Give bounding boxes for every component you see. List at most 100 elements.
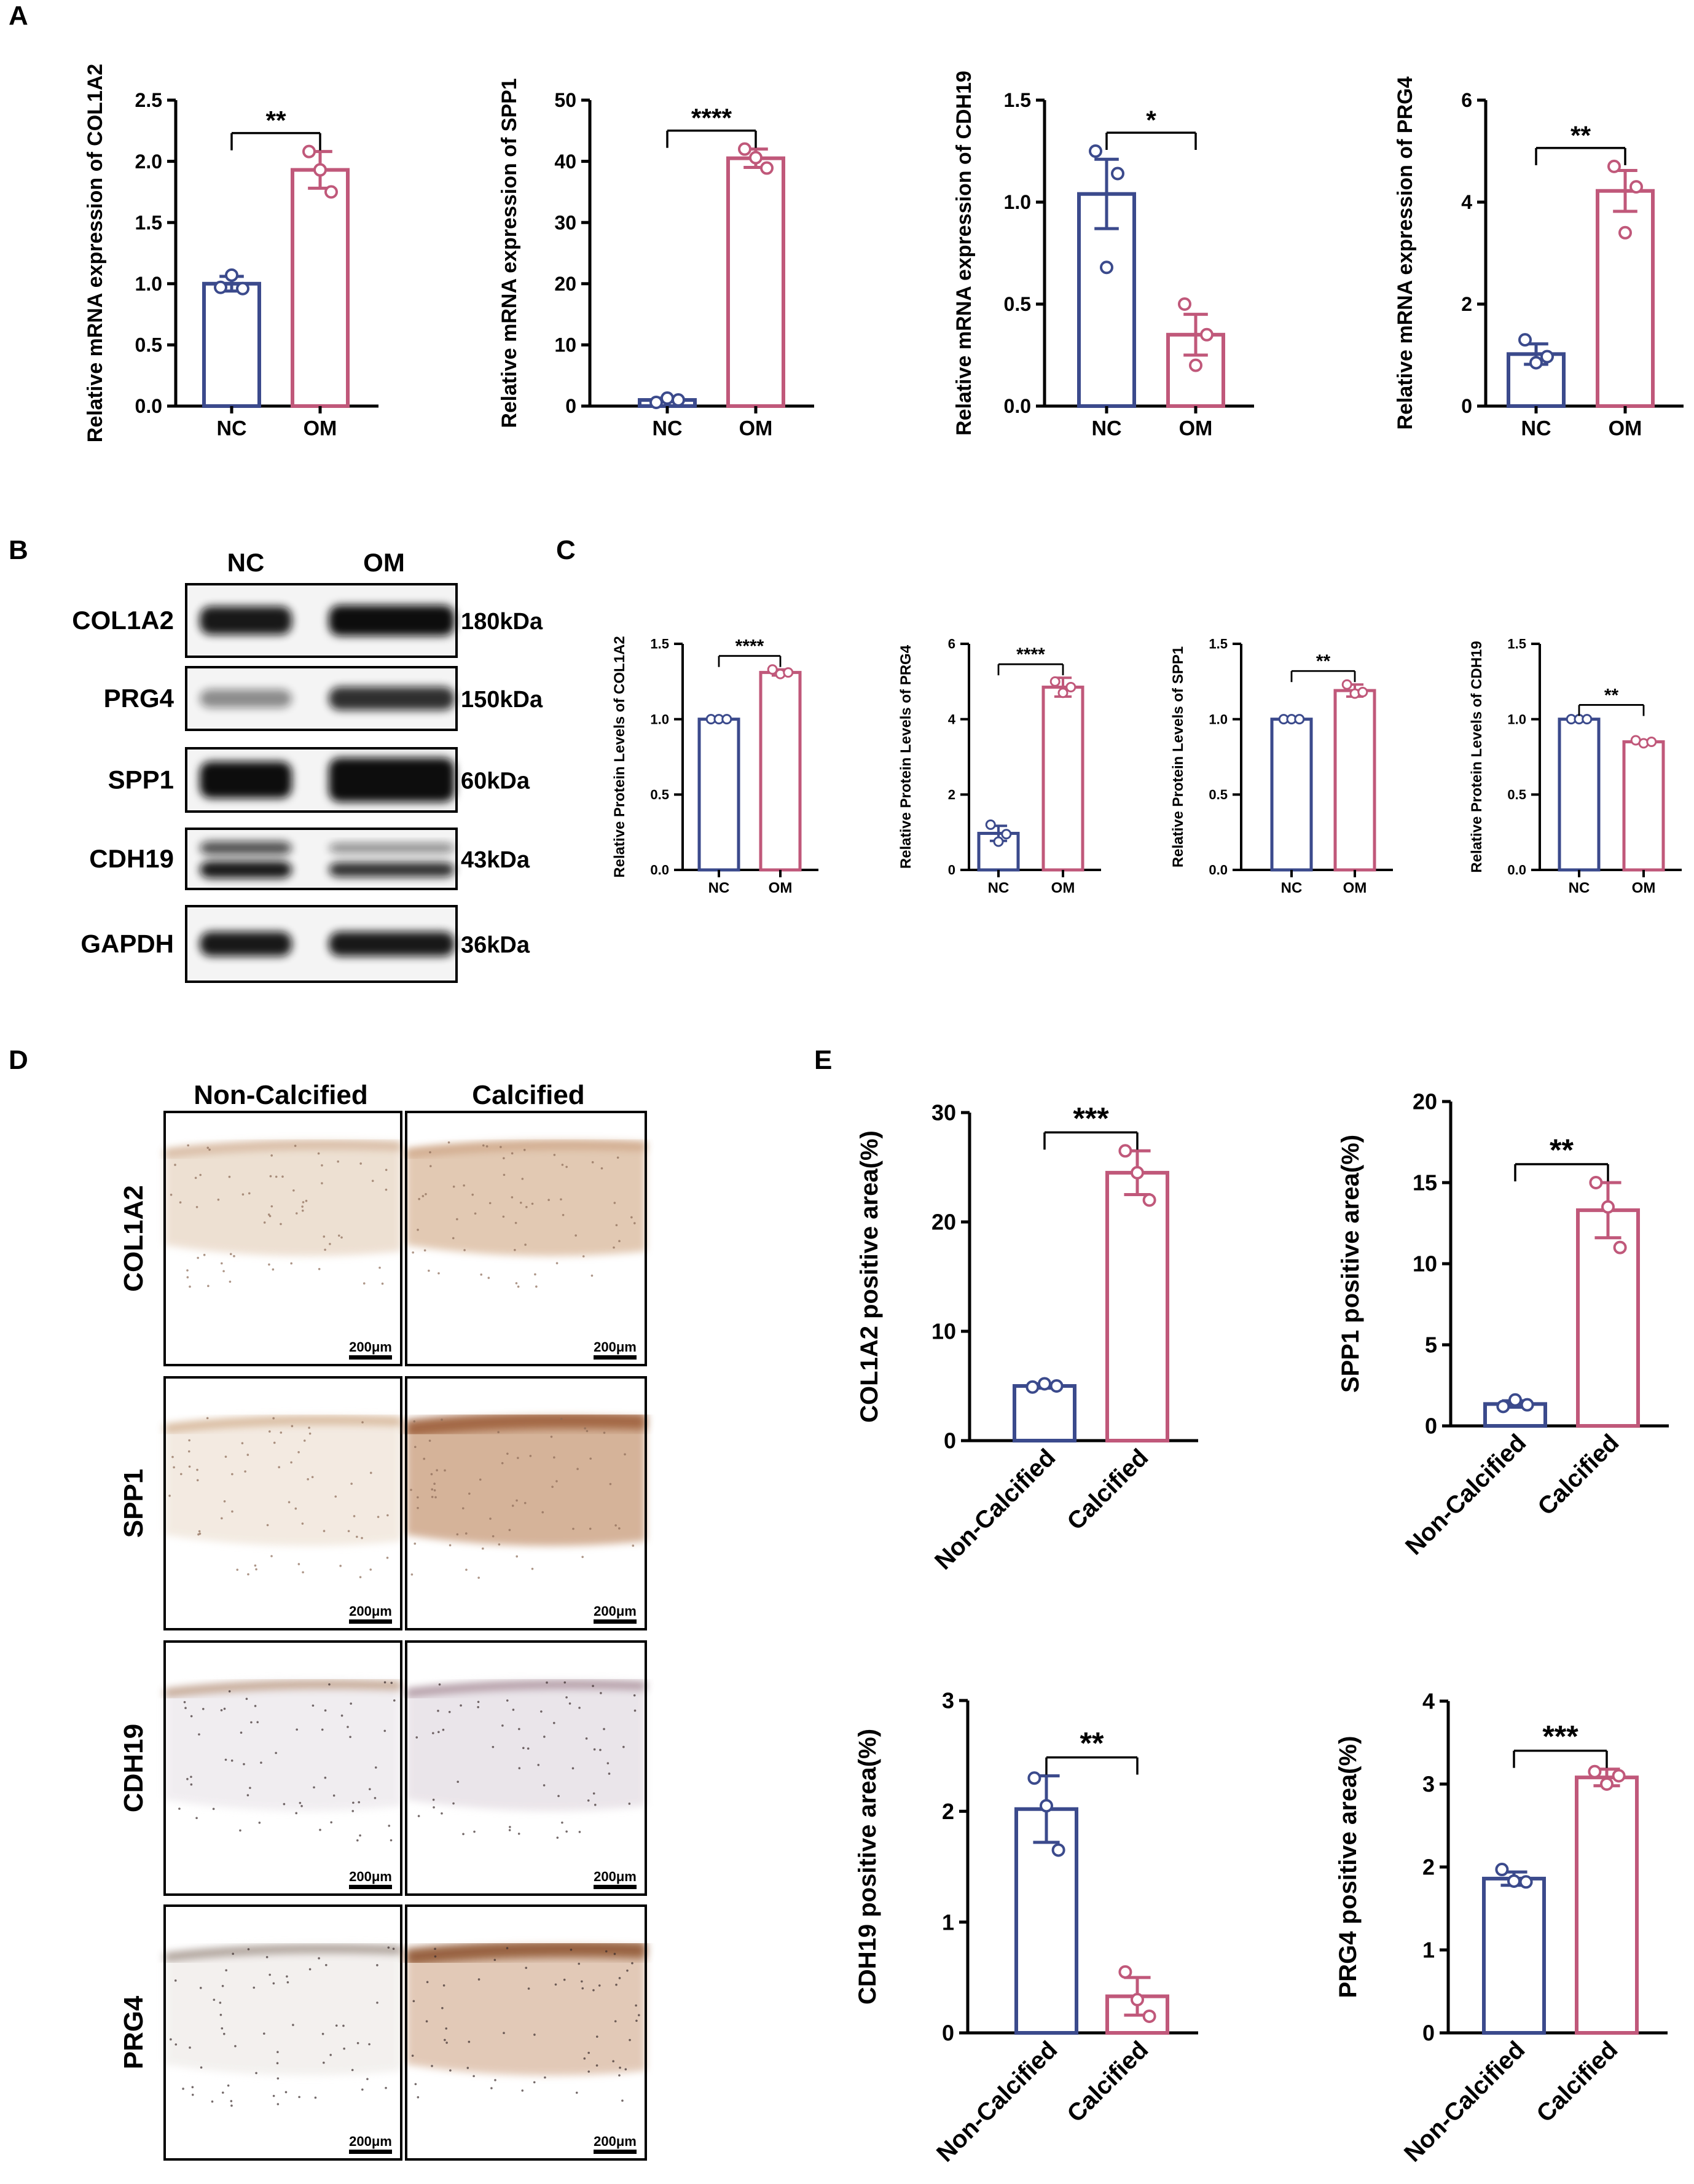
blot-band (200, 931, 292, 957)
ihc-nucleus (299, 1802, 302, 1804)
ihc-nucleus (173, 1466, 175, 1469)
ihc-nucleus (222, 1270, 225, 1272)
ihc-nucleus (196, 1468, 198, 1471)
ihc-nucleus (385, 1168, 388, 1172)
ihc-nucleus (581, 1980, 583, 1983)
ihc-nucleus (415, 1736, 418, 1739)
ihc-nucleus (228, 1175, 231, 1178)
ihc-nucleus (574, 1234, 577, 1237)
ihc-nucleus (589, 1527, 592, 1530)
blot-band (329, 931, 455, 957)
scale-bar (349, 1619, 392, 1624)
ihc-nucleus (231, 1510, 233, 1513)
ihc-nucleus (300, 1805, 303, 1807)
ihc-nucleus (531, 1202, 534, 1205)
ihc-nucleus (618, 1977, 621, 1979)
wb-size-label: 36kDa (461, 933, 530, 958)
y-tick-label: 0 (1425, 1414, 1437, 1439)
ihc-nucleus (383, 1729, 386, 1732)
y-tick-label: 1.0 (1004, 191, 1031, 213)
bar-control (1482, 1876, 1546, 2035)
ihc-nucleus (632, 1544, 635, 1547)
ihc-nucleus (553, 1154, 556, 1156)
data-point (1111, 166, 1124, 181)
ihc-nucleus (445, 2041, 448, 2044)
ihc-nucleus (638, 2014, 640, 2016)
y-tick-label: 0.5 (1507, 787, 1526, 802)
ihc-nucleus (369, 1788, 371, 1791)
ihc-nucleus (174, 2043, 178, 2046)
data-point (1618, 225, 1632, 240)
y-tick-label: 1 (942, 1909, 954, 1935)
ihc-nucleus (552, 1721, 555, 1724)
ihc-nucleus (356, 1535, 358, 1538)
ihc-nucleus (195, 1205, 198, 1208)
ihc-nucleus (200, 2066, 203, 2069)
category-label: OM (769, 880, 793, 896)
y-tick-label: 2 (942, 1799, 954, 1824)
y-tick-label: 0.5 (1209, 787, 1228, 802)
y-axis-title: COL1A2 positive area(%) (856, 1130, 883, 1423)
ihc-nucleus (203, 1253, 206, 1256)
ihc-nucleus (621, 2099, 624, 2102)
data-point (1600, 1777, 1614, 1791)
ihc-nucleus (517, 1457, 519, 1459)
ihc-nucleus (347, 1726, 349, 1728)
data-point (1065, 682, 1076, 693)
y-tick-label: 0 (1422, 2021, 1435, 2046)
ihc-nucleus (412, 1251, 414, 1254)
ihc-nucleus (219, 2002, 222, 2004)
data-point (214, 280, 227, 294)
ihc-nucleus (628, 1802, 631, 1805)
ihc-nucleus (565, 1696, 568, 1699)
ihc-nucleus (442, 1728, 445, 1731)
y-tick-label: 4 (1461, 191, 1472, 213)
ihc-nucleus (511, 1196, 514, 1199)
ihc-nucleus (537, 1764, 540, 1766)
ihc-nucleus (428, 1269, 430, 1272)
ihc-nucleus (188, 1439, 190, 1442)
ihc-nucleus (487, 1277, 490, 1279)
significance-stars: ** (1550, 1133, 1574, 1167)
ihc-nucleus (503, 1173, 506, 1176)
ihc-nucleus (374, 1796, 377, 1799)
y-tick-label: 15 (1413, 1170, 1437, 1196)
ihc-nucleus (613, 1202, 616, 1204)
data-point (1131, 1992, 1144, 2006)
ihc-nucleus (269, 1175, 272, 1178)
ihc-nucleus (555, 1480, 558, 1482)
ihc-nucleus (358, 1801, 361, 1804)
wb-column-nc: NC (227, 548, 265, 577)
ihc-nucleus (255, 2072, 257, 2075)
y-tick-label: 0 (948, 863, 955, 878)
y-tick-label: 0 (1461, 395, 1472, 417)
ihc-nucleus (509, 1826, 511, 1828)
ihc-nucleus (587, 2051, 590, 2054)
ihc-nucleus (270, 1154, 273, 1157)
y-tick-label: 3 (942, 1688, 954, 1713)
blot-band (329, 862, 455, 877)
wb-protein-label: COL1A2 (72, 606, 174, 635)
wb-protein-label: GAPDH (80, 930, 174, 958)
y-axis-title: Relative Protein Levels of PRG4 (898, 644, 914, 869)
ihc-nucleus (626, 1969, 629, 1972)
ihc-nucleus (614, 1524, 617, 1527)
data-point (324, 185, 338, 199)
ihc-nucleus (234, 2045, 237, 2048)
bar-treated (726, 156, 785, 408)
scale-bar (594, 1355, 637, 1360)
ihc-nucleus (229, 1253, 232, 1256)
category-label: OM (739, 417, 773, 440)
ihc-nucleus (363, 1282, 366, 1285)
y-tick-label: 40 (554, 151, 576, 173)
data-point (1001, 829, 1012, 840)
category-label: NC (988, 880, 1010, 896)
ihc-nucleus (220, 1709, 223, 1712)
ihc-nucleus (592, 1685, 594, 1688)
ihc-nucleus (298, 2096, 300, 2099)
ihc-nucleus (529, 1455, 532, 1457)
ihc-nucleus (246, 1794, 249, 1797)
ihc-nucleus (190, 1715, 193, 1718)
ihc-tissue (406, 1944, 646, 2076)
ihc-nucleus (352, 1801, 355, 1804)
